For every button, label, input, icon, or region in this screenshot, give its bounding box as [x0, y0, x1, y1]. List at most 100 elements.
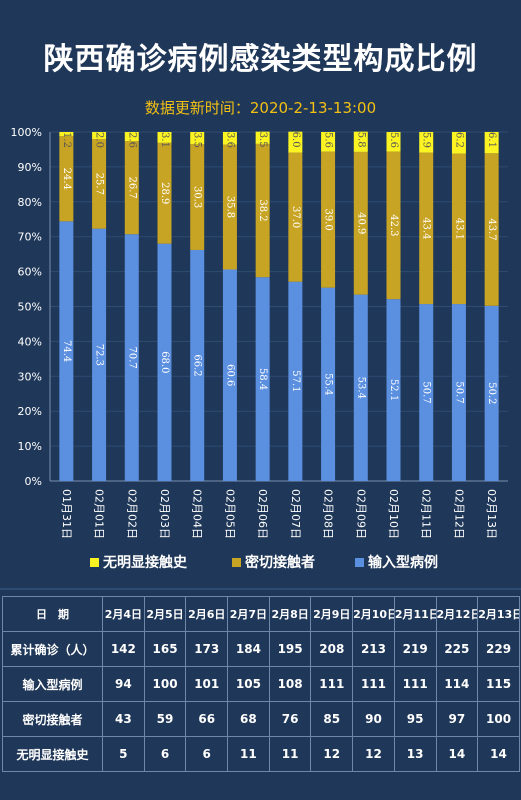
- table-cell: 195: [268, 631, 312, 667]
- chart-legend: 无明显接触史 密切接触者 输入型病例: [0, 552, 521, 572]
- bar-imported: [59, 221, 74, 481]
- data-label-imported: 74.4: [61, 340, 72, 362]
- data-label-unknown: 5.9: [421, 132, 432, 148]
- y-tick-label: 40%: [18, 335, 42, 348]
- data-label-unknown: 5.6: [323, 132, 334, 148]
- x-tick-label: 02月06日: [256, 489, 269, 539]
- table-cell: 229: [477, 631, 520, 667]
- table-cell: 6: [185, 736, 229, 772]
- table-cell: 105: [227, 666, 270, 702]
- data-label-imported: 57.1: [290, 370, 301, 392]
- table-row-label: 密切接触者: [2, 701, 103, 737]
- table-cell: 100: [477, 701, 520, 737]
- bar-close-contact: [484, 153, 499, 306]
- legend-label-close-contact: 密切接触者: [245, 555, 315, 571]
- y-tick-label: 10%: [18, 440, 42, 453]
- y-tick-label: 60%: [18, 266, 42, 279]
- table-cell: 173: [185, 631, 229, 667]
- table-row: 输入型病例 94 100 101 105 108 111 111 111 114 115: [2, 666, 520, 702]
- x-tick-label: 02月03日: [158, 489, 171, 539]
- table-row-label: 累计确诊（人）: [2, 631, 103, 667]
- y-tick-label: 80%: [18, 196, 42, 209]
- x-tick-label: 02月08日: [322, 489, 335, 539]
- bar-unknown: [59, 132, 74, 137]
- table-cell: 94: [102, 666, 145, 702]
- table-row: 无明显接触史 5 6 6 11 11 12 12 13 14 14: [2, 736, 520, 772]
- table-cell: 100: [143, 666, 187, 702]
- table-row: 密切接触者 43 59 66 68 76 85 90 95 97 100: [2, 701, 520, 737]
- data-label-unknown: 3.6: [224, 132, 235, 148]
- data-label-imported: 72.3: [94, 344, 105, 366]
- x-tick-label: 02月12日: [452, 489, 465, 539]
- bar-close-contact: [386, 151, 401, 300]
- table-cell: 111: [393, 666, 437, 702]
- table-cell: 208: [310, 631, 354, 667]
- legend-swatch-close-contact: [232, 557, 241, 567]
- data-label-imported: 52.1: [388, 379, 399, 401]
- data-label-unknown: 6.0: [290, 132, 301, 148]
- table-row: 累计确诊（人） 142 165 173 184 195 208 213 219 225 229: [2, 631, 520, 667]
- table-cell: 219: [393, 631, 437, 667]
- bar-unknown: [92, 132, 107, 139]
- table-cell: 5: [102, 736, 145, 772]
- table-cell: 114: [435, 666, 479, 702]
- stacked-bar-chart: 0% 10% 20% 30% 40% 50% 60% 70% 80% 90% 100% 74.4 24.…: [11, 126, 508, 539]
- y-tick-label: 30%: [18, 370, 42, 383]
- table-cell: 90: [352, 701, 395, 737]
- legend-label-imported: 输入型病例: [368, 555, 438, 571]
- x-tick-label: 02月10日: [387, 489, 400, 539]
- bar-close-contact: [124, 141, 139, 235]
- x-tick-label: 02月04日: [191, 489, 204, 539]
- bar-imported: [321, 287, 336, 481]
- table-cell: 225: [435, 631, 479, 667]
- data-label-close-contact: 40.9: [355, 212, 366, 234]
- table-cell: 12: [310, 736, 354, 772]
- bar-imported: [222, 269, 237, 481]
- table-header-date: 2月8日: [268, 596, 312, 632]
- data-label-close-contact: 43.4: [421, 217, 432, 239]
- table-cell: 85: [310, 701, 354, 737]
- table-header-date: 2月10日: [352, 596, 395, 632]
- legend-item-unknown: 无明显接触史: [90, 552, 187, 572]
- data-label-imported: 55.4: [323, 373, 334, 395]
- table-header-date: 2月4日: [102, 596, 145, 632]
- table-header-date: 2月13日: [477, 596, 520, 632]
- bar-close-contact: [451, 153, 466, 305]
- data-label-unknown: 3.5: [192, 132, 203, 148]
- bar-imported: [353, 294, 368, 481]
- data-label-unknown: 3.1: [159, 132, 170, 148]
- bar-close-contact: [190, 144, 205, 250]
- data-label-close-contact: 35.8: [224, 196, 235, 218]
- table-cell: 95: [393, 701, 437, 737]
- table-header-date: 2月7日: [227, 596, 270, 632]
- table-cell: 14: [435, 736, 479, 772]
- y-tick-label: 20%: [18, 405, 42, 418]
- table-cell: 66: [185, 701, 229, 737]
- chart-title: 陕西确诊病例感染类型构成比例: [43, 42, 478, 77]
- x-tick-label: 02月11日: [420, 489, 433, 539]
- table-cell: 101: [185, 666, 229, 702]
- table-header-date: 2月11日: [393, 596, 437, 632]
- table-cell: 43: [102, 701, 145, 737]
- data-label-close-contact: 26.7: [126, 177, 137, 199]
- bar-unknown: [222, 132, 237, 145]
- data-label-close-contact: 24.4: [61, 168, 72, 190]
- table-header-date: 2月6日: [185, 596, 229, 632]
- table-header-date: 2月12日: [435, 596, 479, 632]
- table-cell: 213: [352, 631, 395, 667]
- data-label-unknown: 1.2: [61, 132, 72, 148]
- legend-label-unknown: 无明显接触史: [103, 555, 187, 571]
- bar-unknown: [353, 131, 368, 152]
- bar-unknown: [484, 132, 499, 154]
- table-cell: 142: [102, 631, 145, 667]
- table-cell: 184: [227, 631, 270, 667]
- data-label-unknown: 3.5: [257, 132, 268, 148]
- table-cell: 97: [435, 701, 479, 737]
- data-label-unknown: 6.2: [453, 132, 464, 148]
- x-tick-label: 02月09日: [354, 489, 367, 539]
- bar-close-contact: [92, 138, 107, 229]
- cases-table: 日 期 2月4日 2月5日 2月6日 2月7日 2月8日 2月9日 2月10日 2月11日 2月1…: [2, 596, 520, 772]
- table-cell: 76: [268, 701, 312, 737]
- data-label-close-contact: 43.7: [486, 218, 497, 240]
- y-tick-label: 70%: [18, 231, 42, 244]
